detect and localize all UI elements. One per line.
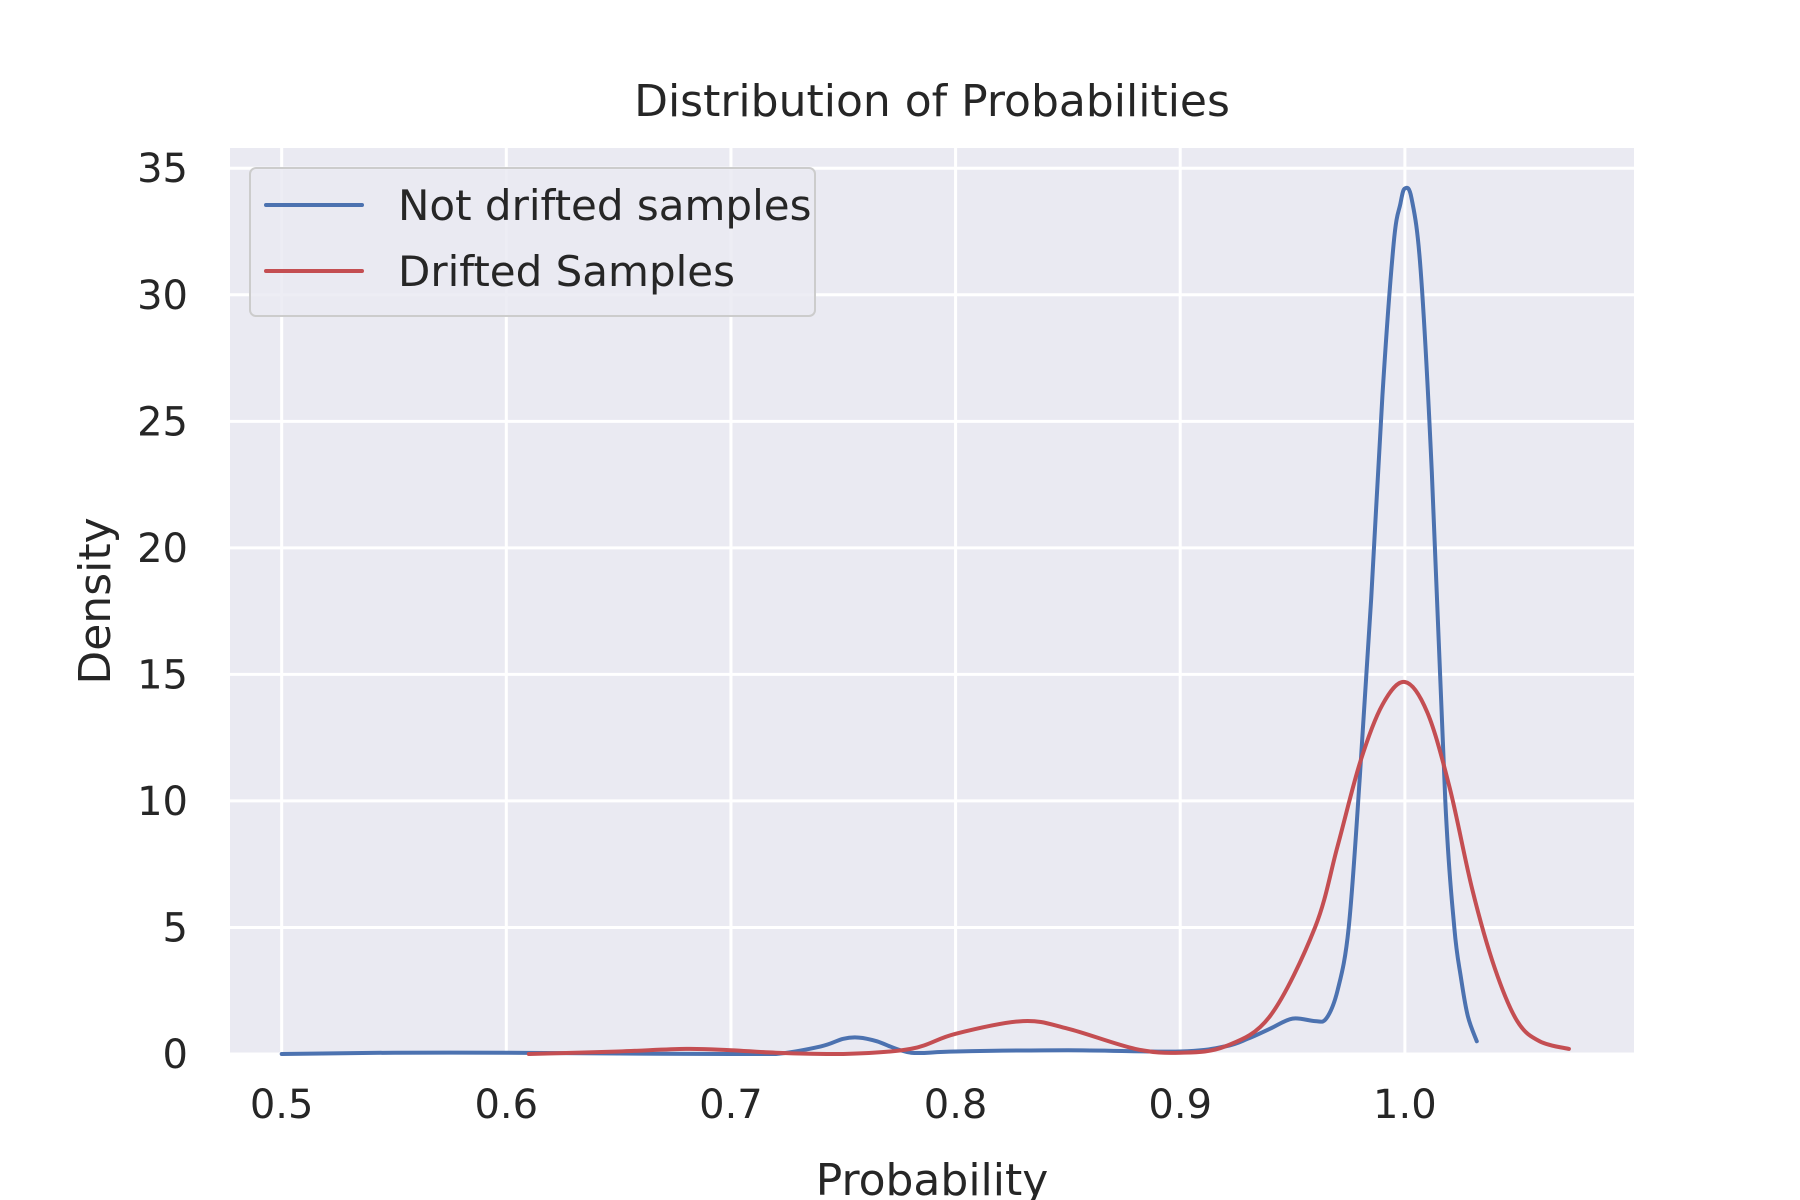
x-tick-label: 0.9 bbox=[1148, 1082, 1212, 1128]
x-axis-label: Probability bbox=[816, 1155, 1049, 1200]
x-tick-label: 1.0 bbox=[1373, 1082, 1437, 1128]
x-tick-label: 0.8 bbox=[924, 1082, 988, 1128]
x-axis-ticks: 0.5 0.6 0.7 0.8 0.9 1.0 bbox=[250, 1082, 1437, 1128]
legend-label-not-drifted: Not drifted samples bbox=[398, 181, 811, 230]
x-tick-label: 0.7 bbox=[699, 1082, 763, 1128]
y-tick-label: 20 bbox=[137, 526, 188, 572]
legend-label-drifted: Drifted Samples bbox=[398, 247, 735, 296]
y-tick-label: 10 bbox=[137, 779, 188, 825]
x-tick-label: 0.5 bbox=[250, 1082, 314, 1128]
y-tick-label: 30 bbox=[137, 273, 188, 319]
y-axis-label: Density bbox=[70, 517, 121, 684]
y-tick-label: 5 bbox=[163, 905, 188, 951]
y-tick-label: 25 bbox=[137, 399, 188, 445]
y-tick-label: 15 bbox=[137, 652, 188, 698]
y-tick-label: 0 bbox=[163, 1032, 188, 1078]
series-line-drifted-samples bbox=[526, 679, 1571, 1056]
x-tick-label: 0.6 bbox=[474, 1082, 538, 1128]
series-layer bbox=[279, 185, 1571, 1056]
y-tick-label: 35 bbox=[137, 146, 188, 192]
legend-box bbox=[249, 167, 816, 317]
y-axis-ticks: 0 5 10 15 20 25 30 35 bbox=[137, 146, 188, 1078]
legend: Not drifted samples Drifted Samples bbox=[249, 167, 816, 317]
series-line-not-drifted-samples bbox=[279, 185, 1479, 1056]
chart-title: Distribution of Probabilities bbox=[634, 76, 1230, 127]
